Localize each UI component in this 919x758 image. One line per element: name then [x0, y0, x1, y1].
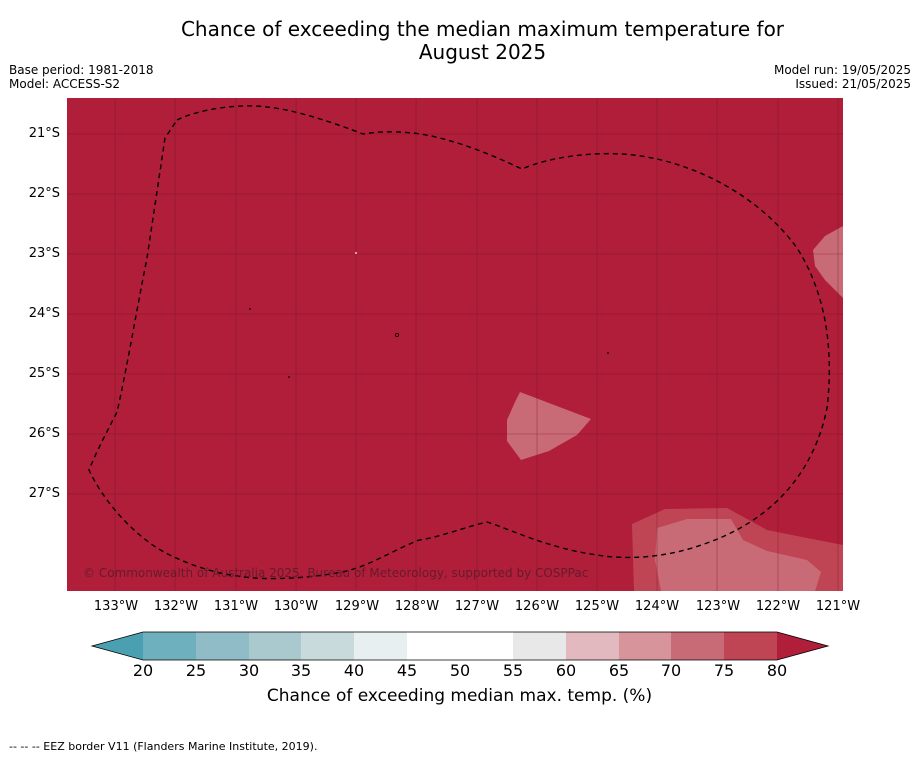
colorbar-low-arrow	[92, 632, 143, 660]
map-canvas	[67, 98, 843, 591]
lat-label: 22°S	[28, 186, 60, 201]
colorbar	[90, 631, 830, 661]
island-marker	[607, 352, 609, 354]
lat-label: 24°S	[28, 306, 60, 321]
colorbar-high-arrow	[777, 632, 828, 660]
colorbar-bin	[619, 632, 671, 660]
eez-border	[88, 105, 831, 580]
lon-label: 124°W	[634, 599, 680, 614]
copyright-notice: © Commonwealth of Australia 2025, Bureau…	[83, 566, 589, 580]
lon-label: 122°W	[755, 599, 801, 614]
island-marker	[249, 308, 251, 310]
colorbar-bin	[566, 632, 619, 660]
colorbar-tick: 20	[132, 661, 154, 680]
colorbar-tick: 75	[713, 661, 735, 680]
probability-patch-70-75	[507, 392, 591, 460]
lon-label: 129°W	[334, 599, 380, 614]
lon-label: 128°W	[394, 599, 440, 614]
island-marker	[355, 252, 357, 254]
colorbar-bin	[354, 632, 407, 660]
colorbar-bin	[407, 632, 460, 660]
metadata-right: Model run: 19/05/2025 Issued: 21/05/2025	[774, 63, 911, 91]
lon-label: 127°W	[454, 599, 500, 614]
colorbar-tick: 30	[238, 661, 260, 680]
island-marker	[288, 376, 290, 378]
colorbar-tick: 65	[608, 661, 630, 680]
colorbar-bin	[143, 632, 196, 660]
title-line-2: August 2025	[418, 40, 547, 64]
eez-footnote: -- -- -- EEZ border V11 (Flanders Marine…	[9, 740, 318, 753]
probability-patch-70-75	[813, 226, 843, 298]
colorbar-tick: 80	[766, 661, 788, 680]
title-line-1: Chance of exceeding the median maximum t…	[180, 17, 785, 41]
colorbar-bin	[671, 632, 724, 660]
graticule	[67, 98, 843, 591]
colorbar-label: Chance of exceeding median max. temp. (%…	[266, 686, 653, 706]
colorbar-tick: 60	[555, 661, 577, 680]
lat-label: 26°S	[28, 426, 60, 441]
colorbar-tick: 50	[449, 661, 471, 680]
probability-patch-70-75	[655, 519, 821, 591]
colorbar-bin	[249, 632, 301, 660]
lat-label: 25°S	[28, 366, 60, 381]
colorbar-bin	[196, 632, 249, 660]
lat-label: 21°S	[28, 126, 60, 141]
colorbar-bin	[724, 632, 777, 660]
model-name: Model: ACCESS-S2	[9, 77, 121, 91]
lat-label: 23°S	[28, 246, 60, 261]
lon-label: 131°W	[213, 599, 259, 614]
lon-label: 133°W	[93, 599, 139, 614]
colorbar-tick: 40	[343, 661, 365, 680]
colorbar-tick: 25	[185, 661, 207, 680]
metadata-left: Base period: 1981-2018 Model: ACCESS-S2	[9, 63, 154, 91]
lon-label: 125°W	[574, 599, 620, 614]
colorbar-tick: 55	[502, 661, 524, 680]
map-title: Chance of exceeding the median maximum t…	[0, 18, 919, 64]
base-period: Base period: 1981-2018	[9, 63, 154, 77]
colorbar-tick: 35	[290, 661, 312, 680]
colorbar-bin	[460, 632, 513, 660]
issued-date: Issued: 21/05/2025	[795, 77, 911, 91]
lon-label: 132°W	[153, 599, 199, 614]
lon-label: 121°W	[815, 599, 861, 614]
colorbar-bin	[513, 632, 566, 660]
colorbar-bin	[301, 632, 354, 660]
colorbar-tick: 70	[660, 661, 682, 680]
lon-label: 126°W	[514, 599, 560, 614]
lon-label: 130°W	[273, 599, 319, 614]
map-panel: © Commonwealth of Australia 2025, Bureau…	[67, 98, 843, 591]
lat-label: 27°S	[28, 486, 60, 501]
lon-label: 123°W	[695, 599, 741, 614]
model-run: Model run: 19/05/2025	[773, 63, 911, 77]
colorbar-outline	[90, 631, 830, 661]
island-marker	[394, 332, 399, 337]
colorbar-tick: 45	[396, 661, 418, 680]
